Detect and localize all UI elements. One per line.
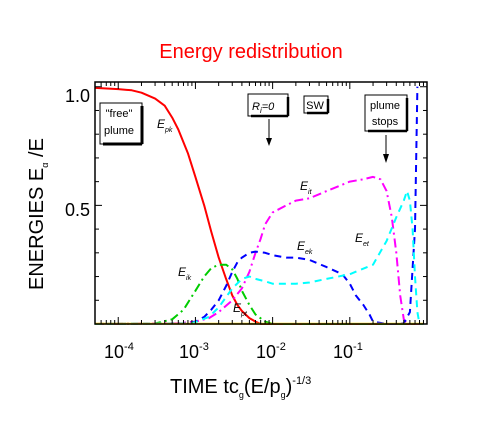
svg-text:"free": "free" bbox=[106, 108, 133, 120]
x-tick-label-2: 10-2 bbox=[256, 341, 286, 362]
annotation-plume-stops: plume stops bbox=[364, 94, 409, 163]
series-line-eek-3 bbox=[94, 86, 419, 325]
annotation-sw: SW bbox=[303, 95, 330, 115]
svg-text:plume: plume bbox=[370, 100, 400, 112]
series-line-epk-0 bbox=[94, 86, 424, 325]
svg-text:Ri=0: Ri=0 bbox=[252, 101, 275, 115]
series-label-eik: Eik bbox=[178, 265, 192, 282]
tick-marks bbox=[94, 82, 428, 325]
annotation-free-plume: "free" plume bbox=[99, 102, 144, 146]
series-line-ept-2 bbox=[94, 175, 424, 325]
series-label-epk: Epk bbox=[157, 117, 173, 134]
chart-title: Energy redistribution bbox=[159, 41, 342, 63]
series-label-eet: Eet bbox=[355, 231, 370, 248]
x-tick-label-3: 10-1 bbox=[333, 341, 363, 362]
x-tick-label-1: 10-3 bbox=[179, 341, 209, 362]
y-tick-label-0: 0.5 bbox=[65, 200, 90, 220]
series-line-eet-4 bbox=[94, 190, 424, 325]
y-axis-label: ENERGIES Eα /E bbox=[26, 138, 50, 290]
series-label-eit: Eit bbox=[300, 179, 313, 196]
series-label-ept: Ept bbox=[233, 301, 248, 318]
annotation-ri-zero: Ri=0 bbox=[247, 93, 290, 146]
x-tick-label-0: 10-4 bbox=[104, 341, 134, 362]
svg-text:plume: plume bbox=[104, 125, 134, 137]
series-label-eek: Eek bbox=[297, 239, 313, 256]
series-line-eik-1 bbox=[94, 263, 424, 325]
svg-text:stops: stops bbox=[372, 116, 399, 128]
svg-text:SW: SW bbox=[306, 100, 324, 112]
x-axis-label: TIME tcg(E/pg)-1/3 bbox=[170, 375, 311, 400]
y-tick-label-1: 1.0 bbox=[65, 86, 90, 106]
